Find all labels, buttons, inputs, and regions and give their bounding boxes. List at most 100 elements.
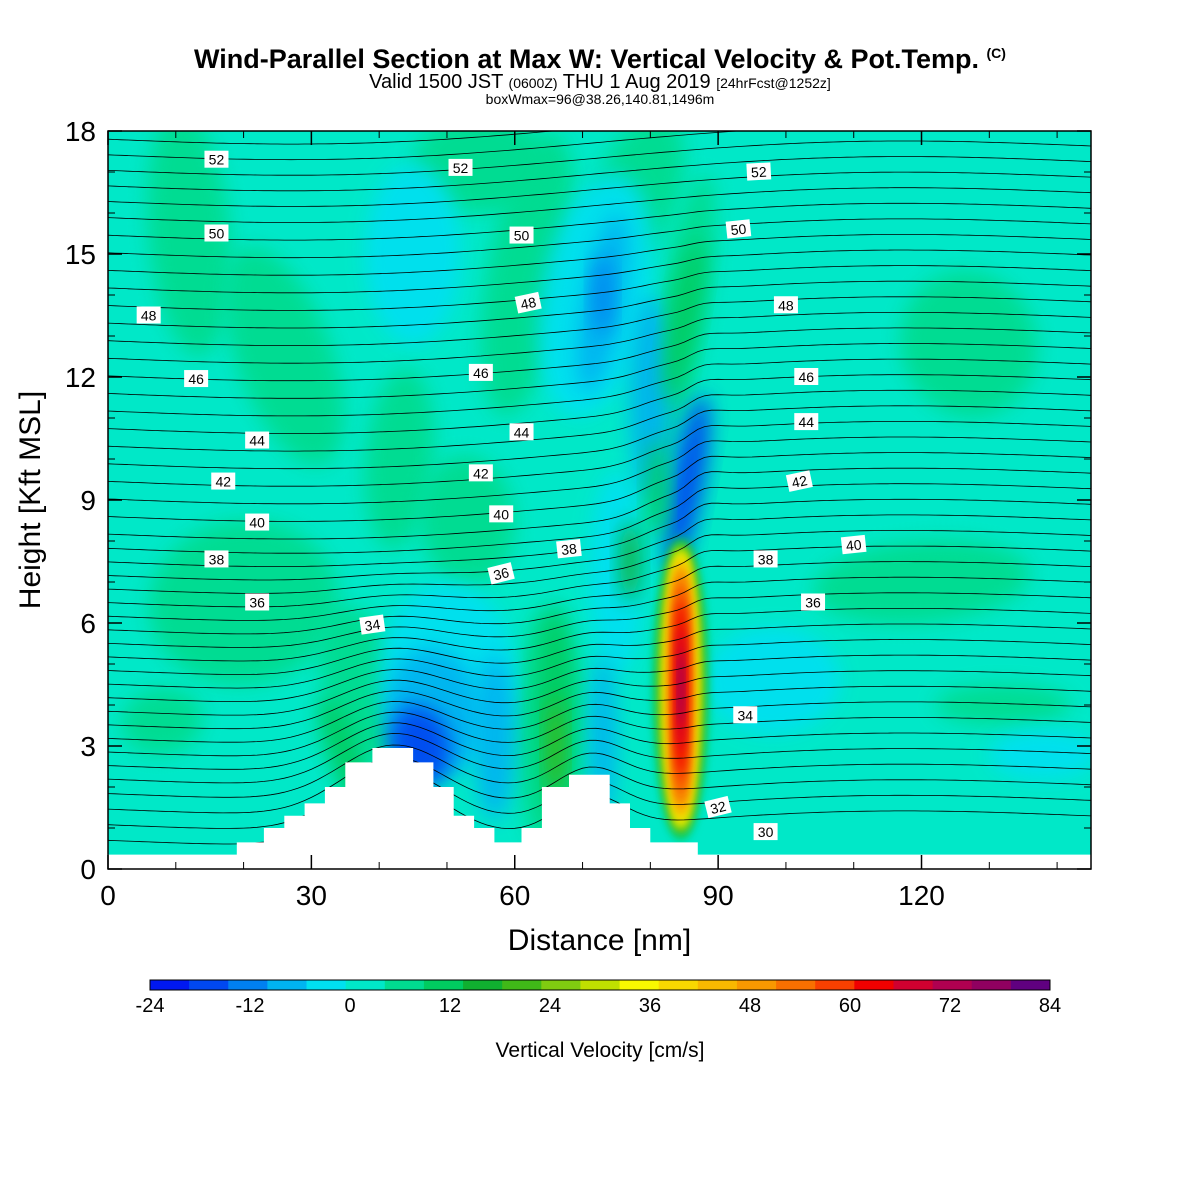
theta-contour-line <box>108 514 1091 581</box>
colorbar-swatch <box>150 980 190 990</box>
theta-contour-line <box>108 561 1091 621</box>
theta-contour-line <box>108 608 1091 662</box>
theta-label: 44 <box>245 431 270 449</box>
theta-label-text: 38 <box>560 540 577 558</box>
theta-contour-line <box>108 234 1091 276</box>
colorbar-swatch <box>854 980 894 990</box>
theta-label: 52 <box>448 158 473 176</box>
theta-label: 44 <box>794 413 819 431</box>
colorbar-tick-label: -12 <box>236 995 265 1017</box>
velocity-blob <box>365 163 461 345</box>
theta-label-bg <box>514 291 542 314</box>
colorbar-swatch <box>384 980 425 990</box>
x-tick-label: 0 <box>100 880 116 911</box>
theta-label: 40 <box>489 505 514 523</box>
colorbar-tick-label: 0 <box>344 995 355 1017</box>
colorbar-tick-label: 72 <box>939 995 961 1017</box>
theta-label: 44 <box>509 423 534 441</box>
x-tick-label: 60 <box>499 880 530 911</box>
theta-label-bg <box>245 513 270 531</box>
theta-label-text: 52 <box>751 164 768 181</box>
theta-contour-line <box>108 436 1091 505</box>
theta-label: 42 <box>211 472 236 490</box>
velocity-blob <box>619 520 641 603</box>
theta-label-bg <box>245 593 270 611</box>
theta-label: 52 <box>204 150 229 168</box>
theta-contour-line <box>108 654 1091 702</box>
y-axis-label: Height [Kft MSL] <box>14 391 47 609</box>
theta-contour-line <box>108 202 1091 241</box>
theta-label: 46 <box>794 368 819 385</box>
theta-label: 38 <box>204 550 229 568</box>
colorbar-swatch <box>619 980 660 990</box>
theta-contour-line <box>108 421 1091 487</box>
theta-label-bg <box>468 464 493 482</box>
theta-label: 50 <box>204 224 229 242</box>
theta-label-text: 42 <box>473 465 489 481</box>
theta-contours <box>108 94 1091 845</box>
theta-label: 34 <box>733 706 758 724</box>
theta-label-text: 44 <box>514 424 530 440</box>
theta-label-bg <box>725 219 752 239</box>
theta-contour-line <box>108 483 1091 554</box>
theta-label-text: 40 <box>845 536 862 554</box>
theta-label-bg <box>733 706 758 724</box>
theta-label-bg <box>785 470 813 492</box>
colorbar-swatch <box>1010 980 1051 990</box>
theta-label-bg <box>136 306 161 324</box>
theta-label-text: 36 <box>805 595 821 611</box>
colorbar-swatch <box>736 980 777 990</box>
colorbar-label: Vertical Velocity [cm/s] <box>496 1039 705 1062</box>
theta-label-bg <box>211 472 236 490</box>
theta-contour-line <box>108 94 1091 128</box>
theta-label: 52 <box>746 162 772 181</box>
theta-label-text: 46 <box>188 371 204 387</box>
theta-label: 42 <box>468 464 493 482</box>
theta-contour-line <box>108 670 1091 716</box>
theta-label-text: 38 <box>209 551 225 567</box>
theta-label-text: 38 <box>758 551 774 567</box>
theta-label: 50 <box>509 226 534 244</box>
velocity-blob <box>419 455 515 586</box>
theta-label-text: 32 <box>709 798 728 817</box>
theta-contour-line <box>108 576 1091 635</box>
theta-label-text: 52 <box>209 152 225 168</box>
y-tick-label: 18 <box>65 116 96 147</box>
theta-contour-line <box>108 467 1091 540</box>
theta-contour-line <box>108 711 1091 757</box>
theta-label-bg <box>794 413 819 431</box>
colorbar-tick-label: 84 <box>1039 995 1061 1017</box>
theta-label: 36 <box>801 593 826 611</box>
y-tick-label: 3 <box>80 731 96 762</box>
theta-label-bg <box>487 562 515 585</box>
y-tick-label: 9 <box>80 485 96 516</box>
y-tick-label: 15 <box>65 239 96 270</box>
theta-label-bg <box>359 614 386 635</box>
colorbar-swatch <box>502 980 542 990</box>
theta-label-text: 34 <box>364 616 382 634</box>
theta-contour-line <box>108 296 1091 346</box>
velocity-blob <box>593 254 613 336</box>
chart-subtitle: Valid 1500 JST (0600Z) THU 1 Aug 2019 [2… <box>369 71 831 93</box>
theta-label-bg <box>448 158 473 176</box>
theta-label: 32 <box>704 795 732 819</box>
theta-label: 48 <box>514 291 542 314</box>
theta-label-bg <box>753 550 778 568</box>
theta-contour-line <box>108 358 1091 417</box>
theta-label: 36 <box>487 562 515 585</box>
colorbar-swatch <box>463 980 503 990</box>
x-tick-label: 30 <box>296 880 327 911</box>
theta-label-text: 36 <box>492 564 511 583</box>
colorbar-tick-label: -24 <box>136 995 165 1017</box>
theta-label-bg <box>746 162 772 181</box>
velocity-blob <box>224 247 344 466</box>
colorbar-swatch <box>697 980 738 990</box>
theta-label-bg <box>245 431 270 449</box>
theta-label-bg <box>489 505 514 523</box>
theta-contour-line <box>108 171 1091 207</box>
theta-contour-line <box>108 131 558 145</box>
theta-contour-line <box>108 280 1091 329</box>
theta-contour-line <box>108 131 744 161</box>
